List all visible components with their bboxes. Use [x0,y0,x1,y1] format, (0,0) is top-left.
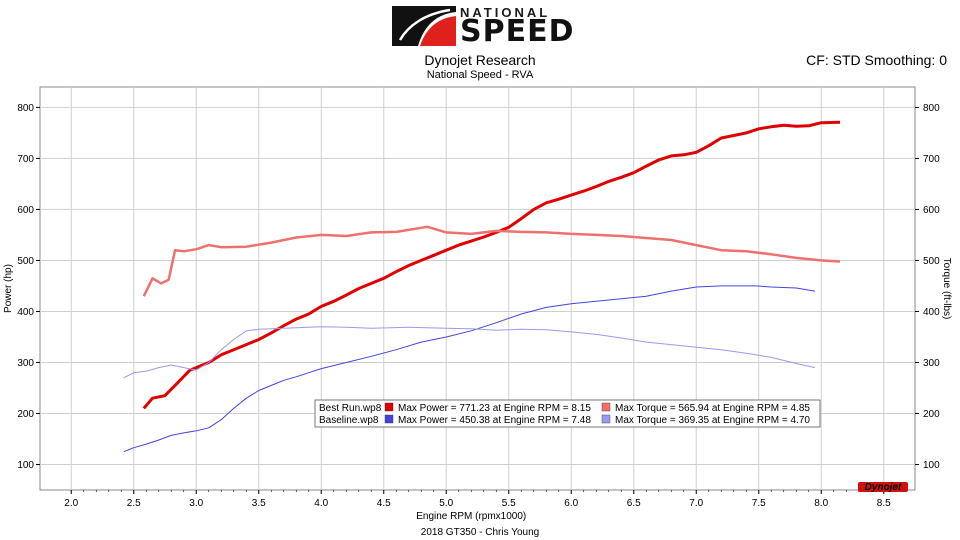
logo-text-top: NATIONAL [460,5,551,20]
cf-smoothing-label: CF: STD Smoothing: 0 [806,52,947,68]
x-tick-label: 6.0 [564,498,578,509]
chart-subtitle: National Speed - RVA [426,69,534,81]
dynojet-watermark-text: Dynojet [865,482,902,493]
legend-torque-text: Max Torque = 369.35 at Engine RPM = 4.70 [615,415,810,426]
x-tick-label: 5.5 [502,498,516,509]
y-tick-label-right: 500 [923,256,940,267]
y-tick-label-left: 500 [17,256,34,267]
y-tick-label-right: 700 [923,154,940,165]
legend-file-label: Baseline.wp8 [319,415,379,426]
y-tick-label-right: 100 [923,460,940,471]
national-speed-logo: NATIONAL SPEED [390,2,575,50]
y-tick-label-left: 700 [17,154,34,165]
legend-swatch-power [384,414,394,424]
series-line-best_torque [142,225,841,297]
legend-box [314,399,821,428]
logo-mark-icon [392,6,456,46]
dynojet-watermark-badge [858,482,908,492]
x-tick-label: 8.0 [814,498,828,509]
y-tick-label-left: 600 [17,205,34,216]
run-footer: 2018 GT350 - Chris Young [420,527,540,538]
y-tick-label-left: 300 [17,358,34,369]
x-tick-label: 3.0 [189,498,203,509]
x-tick-label: 4.5 [377,498,391,509]
y-tick-label-right: 300 [923,358,940,369]
y-tick-label-left: 200 [17,409,34,420]
legend-torque-text: Max Torque = 565.94 at Engine RPM = 4.85 [615,403,810,414]
y-tick-label-left: 800 [17,103,34,114]
legend-swatch-torque [601,402,611,412]
series-line-base_torque [123,326,816,379]
y-tick-label-right: 400 [923,307,940,318]
x-axis-label: Engine RPM (rpmx1000) [416,511,526,522]
y-tick-label-right: 800 [923,103,940,114]
plot-area [39,86,916,491]
legend-power-text: Max Power = 450.38 at Engine RPM = 7.48 [398,415,591,426]
logo-text-main: SPEED [460,14,575,49]
series-line-best_power [142,120,841,410]
y-tick-label-right: 200 [923,409,940,420]
legend-swatch-power [384,402,394,412]
series-line-base_power [123,285,816,453]
x-tick-label: 3.5 [252,498,266,509]
legend-power-text: Max Power = 771.23 at Engine RPM = 8.15 [398,403,591,414]
x-tick-label: 5.0 [439,498,453,509]
x-tick-label: 2.0 [64,498,78,509]
chart-title: Dynojet Research [424,52,536,68]
x-tick-label: 4.0 [314,498,328,509]
y-axis-label-left: Power (hp) [3,264,14,313]
y-axis-label-right: Torque (ft-lbs) [941,258,952,320]
y-tick-label-left: 100 [17,460,34,471]
x-tick-label: 7.0 [689,498,703,509]
x-tick-label: 7.5 [752,498,766,509]
x-tick-label: 2.5 [127,498,141,509]
x-tick-label: 8.5 [877,498,891,509]
y-tick-label-right: 600 [923,205,940,216]
legend-file-label: Best Run.wp8 [319,403,382,414]
x-tick-label: 6.5 [627,498,641,509]
y-tick-label-left: 400 [17,307,34,318]
legend-swatch-torque [601,414,611,424]
